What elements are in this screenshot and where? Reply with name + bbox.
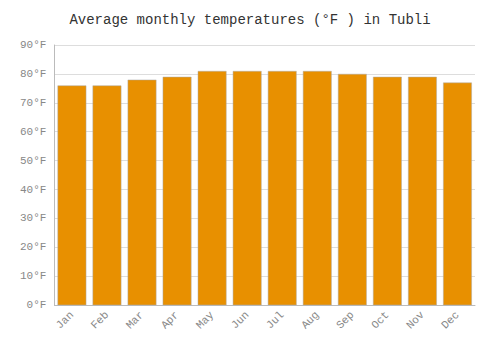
svg-text:20°F: 20°F: [20, 241, 46, 253]
svg-text:0°F: 0°F: [27, 299, 47, 311]
svg-text:Apr: Apr: [159, 309, 181, 331]
svg-text:Oct: Oct: [369, 309, 391, 331]
svg-text:Mar: Mar: [124, 309, 146, 331]
svg-text:Sep: Sep: [334, 309, 356, 331]
svg-text:90°F: 90°F: [20, 39, 46, 51]
svg-text:70°F: 70°F: [20, 97, 46, 109]
svg-text:Jan: Jan: [54, 309, 76, 331]
svg-text:Aug: Aug: [299, 309, 321, 331]
svg-text:60°F: 60°F: [20, 126, 46, 138]
svg-text:80°F: 80°F: [20, 68, 46, 80]
svg-text:Feb: Feb: [89, 309, 111, 331]
svg-text:Nov: Nov: [404, 309, 427, 332]
svg-text:May: May: [194, 309, 217, 332]
svg-text:10°F: 10°F: [20, 270, 46, 282]
svg-text:50°F: 50°F: [20, 155, 46, 167]
svg-text:Jul: Jul: [264, 309, 286, 331]
svg-text:Average monthly temperatures (: Average monthly temperatures (°F ) in Tu…: [69, 12, 430, 28]
svg-text:40°F: 40°F: [20, 184, 46, 196]
svg-text:Dec: Dec: [439, 309, 461, 331]
svg-text:Jun: Jun: [229, 309, 251, 331]
svg-text:30°F: 30°F: [20, 212, 46, 224]
